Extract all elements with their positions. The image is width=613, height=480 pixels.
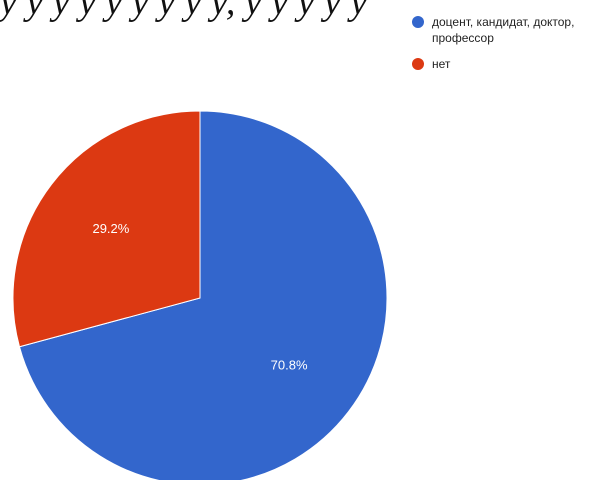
legend-label: нет <box>432 57 451 71</box>
pie-slice-1 <box>12 110 201 348</box>
slice-label-0: 70.8% <box>271 358 308 373</box>
pie-slice-0 <box>18 110 388 480</box>
legend: доцент, кандидат, доктор, профессор нет <box>412 14 612 82</box>
slice-label-1: 29.2% <box>92 221 129 236</box>
legend-item-docent: доцент, кандидат, доктор, профессор <box>412 14 612 46</box>
cropped-header-text: у у у у у у у у у, у у у у у <box>0 0 368 23</box>
legend-label: доцент, кандидат, доктор, профессор <box>432 15 575 45</box>
legend-swatch-red <box>412 58 424 70</box>
legend-swatch-blue <box>412 16 424 28</box>
legend-item-net: нет <box>412 56 612 72</box>
